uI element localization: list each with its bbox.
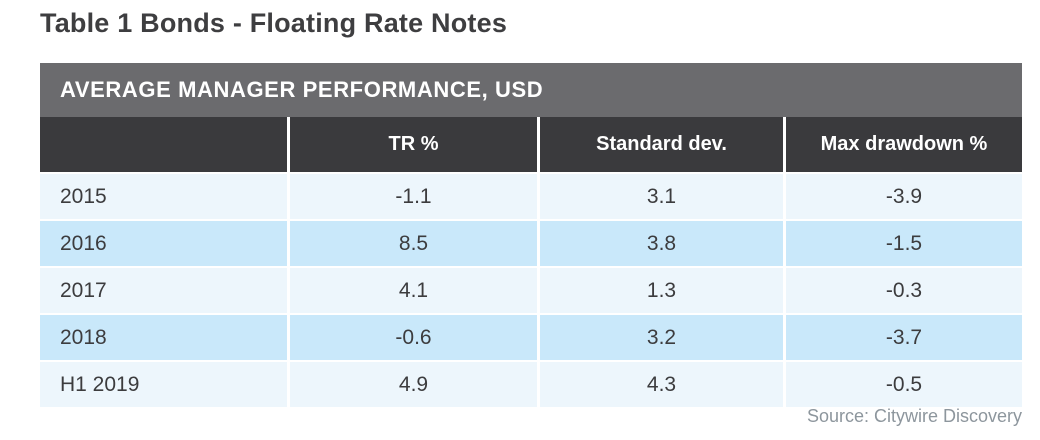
column-header-row: TR % Standard dev. Max drawdown % xyxy=(40,117,1022,172)
performance-table: AVERAGE MANAGER PERFORMANCE, USD TR % St… xyxy=(40,63,1022,407)
row-value: 4.1 xyxy=(287,268,537,313)
source-credit: Source: Citywire Discovery xyxy=(806,406,1022,426)
table-body: 2015 -1.1 3.1 -3.9 2016 8.5 3.8 -1.5 2017 4.1 1.3-… xyxy=(40,174,1022,407)
column-header-tr-pct: TR % xyxy=(287,117,537,172)
row-value: -1.1 xyxy=(287,174,537,219)
row-label: H1 2019 xyxy=(40,362,287,407)
row-value: 3.1 xyxy=(537,174,783,219)
table-row: H1 2019 4.9 4.3 -0.5 xyxy=(40,362,1022,407)
row-value: -0.3 xyxy=(783,268,1022,313)
row-value: -3.9 xyxy=(783,174,1022,219)
row-label: 2017 xyxy=(40,268,287,313)
column-header-standard-dev: Standard dev. xyxy=(537,117,783,172)
table-row: 2017 4.1 1.3 -0.3 xyxy=(40,268,1022,313)
page-title: Table 1 Bonds - Floating Rate Notes xyxy=(40,8,508,38)
row-value: -3.7 xyxy=(783,315,1022,360)
row-value: 4.9 xyxy=(287,362,537,407)
row-value: 8.5 xyxy=(287,221,537,266)
row-value: -0.5 xyxy=(783,362,1022,407)
row-value: 1.3 xyxy=(537,268,783,313)
row-value: 3.2 xyxy=(537,315,783,360)
table-row: 2016 8.5 3.8 -1.5 xyxy=(40,221,1022,266)
table-row: 2018 -0.6 3.2 -3.7 xyxy=(40,315,1022,360)
column-header-empty xyxy=(40,117,287,172)
column-header-max-drawdown: Max drawdown % xyxy=(783,117,1022,172)
row-value: -1.5 xyxy=(783,221,1022,266)
row-label: 2016 xyxy=(40,221,287,266)
table-title-band: AVERAGE MANAGER PERFORMANCE, USD xyxy=(40,63,1022,117)
row-value: -0.6 xyxy=(287,315,537,360)
row-value: 4.3 xyxy=(537,362,783,407)
row-value: 3.8 xyxy=(537,221,783,266)
row-label: 2018 xyxy=(40,315,287,360)
table-row: 2015 -1.1 3.1 -3.9 xyxy=(40,174,1022,219)
row-label: 2015 xyxy=(40,174,287,219)
